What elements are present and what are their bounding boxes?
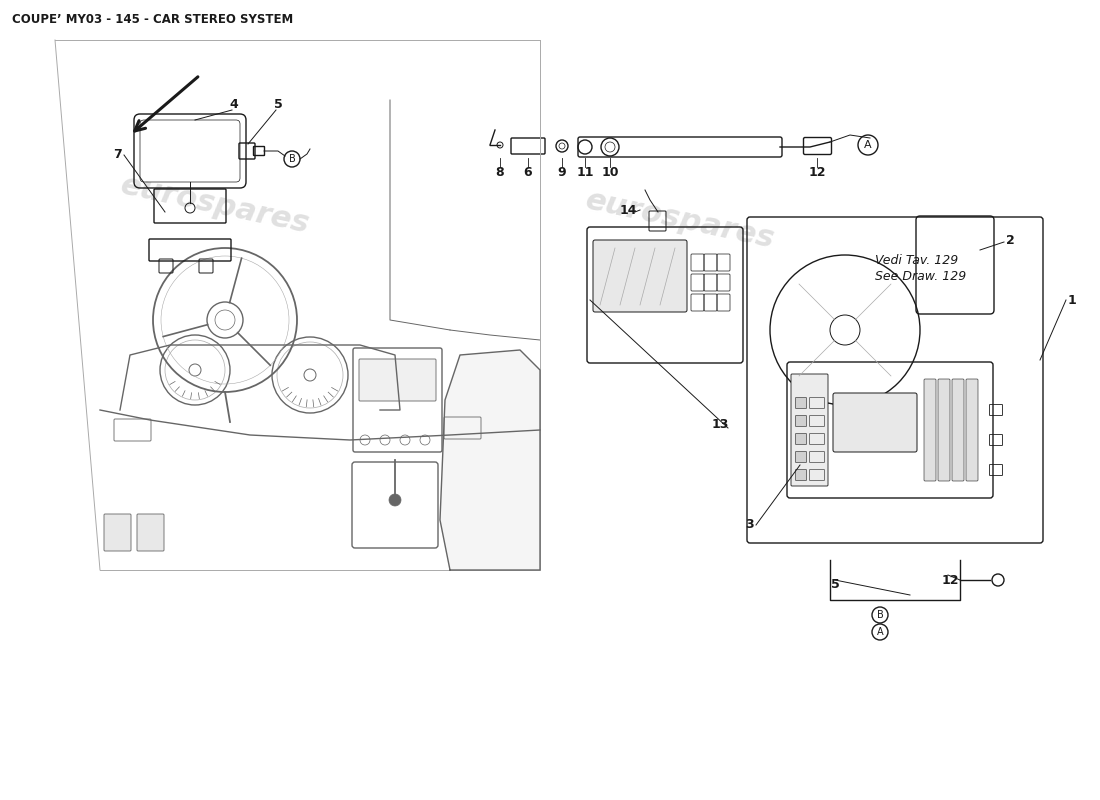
FancyBboxPatch shape bbox=[795, 434, 806, 445]
Text: 13: 13 bbox=[712, 418, 728, 431]
FancyBboxPatch shape bbox=[833, 393, 917, 452]
Text: 2: 2 bbox=[1005, 234, 1014, 246]
Text: 3: 3 bbox=[746, 518, 755, 531]
FancyBboxPatch shape bbox=[791, 374, 828, 486]
Text: Vedi Tav. 129: Vedi Tav. 129 bbox=[874, 254, 958, 266]
Text: 8: 8 bbox=[496, 166, 504, 178]
Text: B: B bbox=[877, 610, 883, 620]
FancyBboxPatch shape bbox=[138, 514, 164, 551]
Text: eurospares: eurospares bbox=[118, 170, 312, 239]
FancyBboxPatch shape bbox=[924, 379, 936, 481]
FancyBboxPatch shape bbox=[795, 398, 806, 409]
Text: 12: 12 bbox=[808, 166, 826, 178]
Circle shape bbox=[389, 494, 402, 506]
Text: eurospares: eurospares bbox=[583, 186, 778, 254]
FancyBboxPatch shape bbox=[359, 359, 436, 401]
Polygon shape bbox=[440, 350, 540, 570]
Text: 5: 5 bbox=[830, 578, 839, 591]
Text: 7: 7 bbox=[113, 149, 122, 162]
Text: 10: 10 bbox=[602, 166, 618, 178]
FancyBboxPatch shape bbox=[966, 379, 978, 481]
Text: 12: 12 bbox=[942, 574, 959, 586]
Text: 4: 4 bbox=[230, 98, 239, 111]
FancyBboxPatch shape bbox=[952, 379, 964, 481]
Text: COUPE’ MY03 - 145 - CAR STEREO SYSTEM: COUPE’ MY03 - 145 - CAR STEREO SYSTEM bbox=[12, 13, 294, 26]
FancyBboxPatch shape bbox=[104, 514, 131, 551]
Text: 11: 11 bbox=[576, 166, 594, 178]
Text: A: A bbox=[877, 627, 883, 637]
Text: 1: 1 bbox=[1068, 294, 1077, 306]
Text: See Draw. 129: See Draw. 129 bbox=[874, 270, 966, 283]
FancyBboxPatch shape bbox=[795, 415, 806, 426]
Text: A: A bbox=[865, 140, 872, 150]
Circle shape bbox=[214, 310, 235, 330]
Text: 6: 6 bbox=[524, 166, 532, 178]
Text: 5: 5 bbox=[274, 98, 283, 111]
Text: 14: 14 bbox=[619, 203, 637, 217]
FancyBboxPatch shape bbox=[593, 240, 688, 312]
Text: 9: 9 bbox=[558, 166, 566, 178]
FancyBboxPatch shape bbox=[795, 451, 806, 462]
Text: B: B bbox=[288, 154, 296, 164]
FancyBboxPatch shape bbox=[795, 470, 806, 481]
FancyBboxPatch shape bbox=[938, 379, 950, 481]
